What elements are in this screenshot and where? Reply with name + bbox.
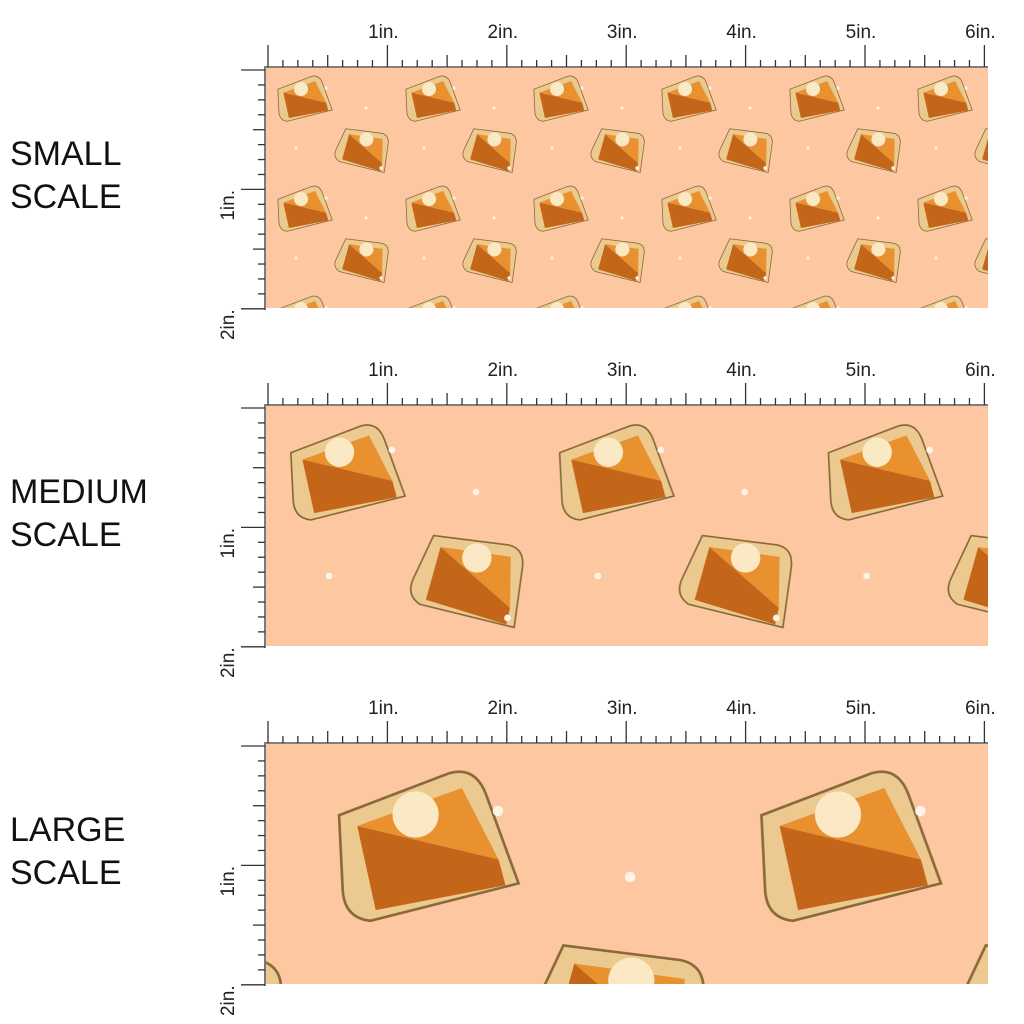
scale-label: SCALE xyxy=(10,516,122,554)
scale-label: SMALL xyxy=(10,135,122,173)
ruler-label: 6in. xyxy=(965,698,996,719)
ruler-label: 5in. xyxy=(846,360,877,381)
fabric-swatch xyxy=(266,406,988,646)
ruler-label: 2in. xyxy=(487,698,518,719)
ruler-label: 3in. xyxy=(607,360,638,381)
ruler-label: 1in. xyxy=(218,190,239,221)
scale-label: LARGE xyxy=(10,811,125,849)
ruler-label: 6in. xyxy=(965,360,996,381)
ruler-label: 1in. xyxy=(218,528,239,559)
ruler-label: 5in. xyxy=(846,698,877,719)
ruler-label: 6in. xyxy=(965,22,996,43)
ruler-label: 3in. xyxy=(607,22,638,43)
ruler-label: 1in. xyxy=(368,698,399,719)
ruler-label: 2in. xyxy=(487,22,518,43)
ruler-label: 2in. xyxy=(218,647,239,678)
ruler-label: 1in. xyxy=(368,22,399,43)
scale-label: MEDIUM xyxy=(10,473,148,511)
ruler-label: 2in. xyxy=(218,985,239,1016)
scale-label: SCALE xyxy=(10,178,122,216)
ruler-label: 4in. xyxy=(726,698,757,719)
ruler-label: 5in. xyxy=(846,22,877,43)
fabric-swatch xyxy=(266,68,988,308)
scale-label: SCALE xyxy=(10,854,122,892)
ruler-label: 4in. xyxy=(726,22,757,43)
ruler-label: 1in. xyxy=(368,360,399,381)
ruler-label: 1in. xyxy=(218,866,239,897)
ruler-label: 4in. xyxy=(726,360,757,381)
ruler-label: 3in. xyxy=(607,698,638,719)
fabric-swatch xyxy=(266,744,988,984)
ruler-label: 2in. xyxy=(487,360,518,381)
ruler-label: 2in. xyxy=(218,309,239,340)
